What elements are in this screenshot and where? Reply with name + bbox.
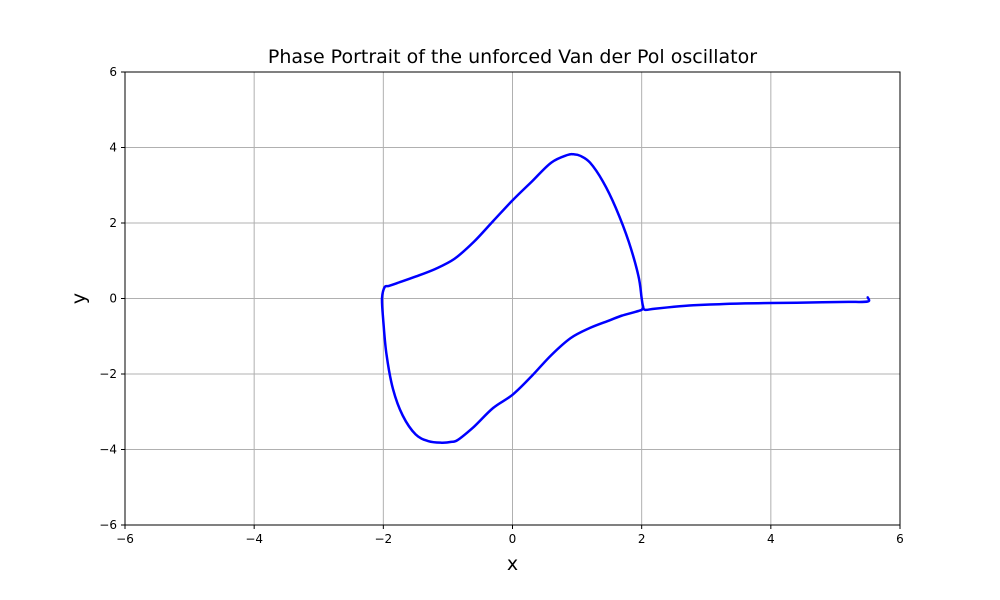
x-tick-label: −2 xyxy=(374,532,392,546)
x-tick-label: 6 xyxy=(896,532,904,546)
y-tick-label: 0 xyxy=(109,292,117,306)
y-tick-label: 6 xyxy=(109,65,117,79)
y-tick-label: −6 xyxy=(99,518,117,532)
y-tick-label: −4 xyxy=(99,443,117,457)
x-tick-label: −6 xyxy=(116,532,134,546)
y-tick-label: −2 xyxy=(99,367,117,381)
trajectory-line xyxy=(380,152,871,444)
series-layer xyxy=(380,152,871,444)
chart-title: Phase Portrait of the unforced Van der P… xyxy=(268,46,757,68)
x-tick-label: 4 xyxy=(767,532,775,546)
x-tick-label: −4 xyxy=(245,532,263,546)
ticks: −6 −4 −2 0 2 4 6 −6 −4 −2 0 2 4 6 xyxy=(99,65,904,546)
x-tick-label: 0 xyxy=(509,532,517,546)
x-tick-label: 2 xyxy=(638,532,646,546)
y-tick-label: 2 xyxy=(109,216,117,230)
y-tick-label: 4 xyxy=(109,141,117,155)
x-axis-label: x xyxy=(507,553,518,575)
y-axis-label: y xyxy=(68,293,90,304)
